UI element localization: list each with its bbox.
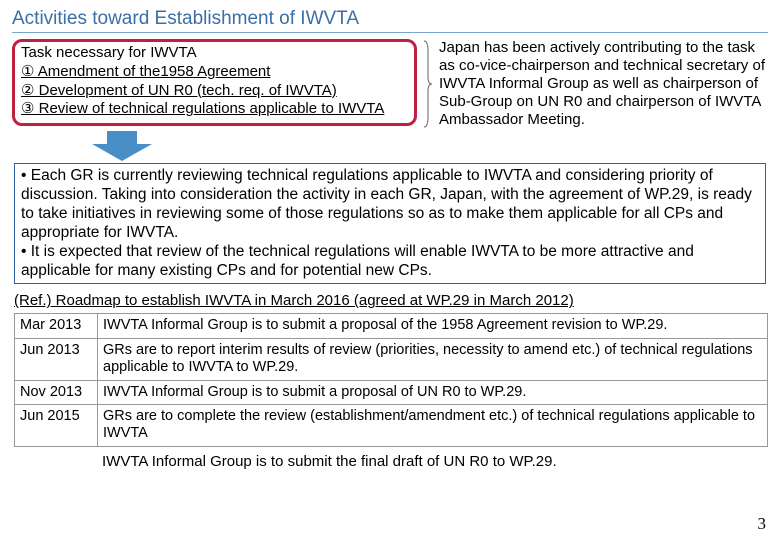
- summary-text: • Each GR is currently reviewing technic…: [21, 167, 752, 279]
- roadmap-date: Jun 2013: [15, 338, 98, 380]
- summary-box: • Each GR is currently reviewing technic…: [14, 163, 766, 284]
- slide-title: Activities toward Establishment of IWVTA: [12, 8, 768, 33]
- table-row: Jun 2013 GRs are to report interim resul…: [15, 338, 768, 380]
- slide: Activities toward Establishment of IWVTA…: [0, 0, 780, 540]
- table-row: Mar 2013 IWVTA Informal Group is to subm…: [15, 314, 768, 338]
- roadmap-text: IWVTA Informal Group is to submit a prop…: [98, 314, 768, 338]
- roadmap-date: Mar 2013: [15, 314, 98, 338]
- task-item-2: ② Development of UN R0 (tech. req. of IW…: [21, 82, 337, 99]
- roadmap-text: GRs are to complete the review (establis…: [98, 405, 768, 447]
- task-box: Task necessary for IWVTA ① Amendment of …: [12, 39, 417, 126]
- roadmap-ref-line: (Ref.) Roadmap to establish IWVTA in Mar…: [14, 292, 766, 309]
- top-row: Task necessary for IWVTA ① Amendment of …: [12, 39, 768, 129]
- japan-contribution-text: Japan has been actively contributing to …: [439, 39, 768, 129]
- roadmap-text: GRs are to report interim results of rev…: [98, 338, 768, 380]
- brace-icon: [423, 39, 433, 129]
- page-number: 3: [758, 514, 767, 534]
- task-item-3: ③ Review of technical regulations applic…: [21, 100, 384, 117]
- roadmap-table: Mar 2013 IWVTA Informal Group is to subm…: [14, 313, 768, 446]
- roadmap-text: IWVTA Informal Group is to submit a prop…: [98, 380, 768, 404]
- arrow-down-icon: [92, 131, 768, 161]
- roadmap-date: Nov 2013: [15, 380, 98, 404]
- table-row: Jun 2015 GRs are to complete the review …: [15, 405, 768, 447]
- task-item-1: ① Amendment of the1958 Agreement: [21, 63, 270, 80]
- table-row: Nov 2013 IWVTA Informal Group is to subm…: [15, 380, 768, 404]
- final-line: IWVTA Informal Group is to submit the fi…: [102, 453, 768, 470]
- roadmap-date: Jun 2015: [15, 405, 98, 447]
- task-heading: Task necessary for IWVTA: [21, 44, 408, 63]
